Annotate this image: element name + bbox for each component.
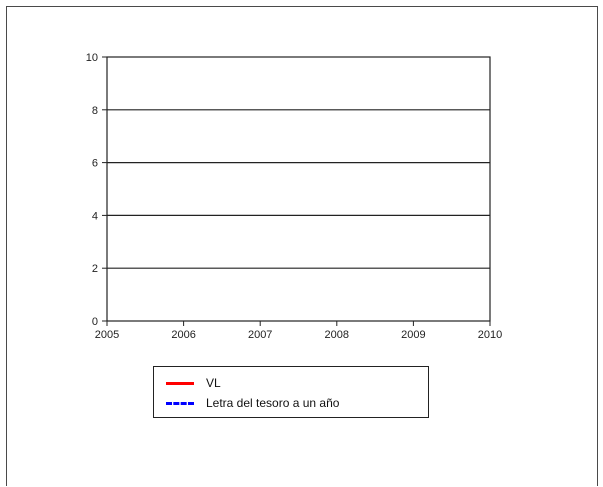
y-tick-label-2: 2 [92,263,98,275]
grid-lines [107,109,490,269]
x-tick-label-2005: 2005 [95,329,119,341]
legend-item-letra: Letra del tesoro a un año [166,394,339,412]
legend-label-letra: Letra del tesoro a un año [206,396,340,410]
x-tick-label-2007: 2007 [248,329,272,341]
y-tick-label-4: 4 [92,210,98,222]
y-tick-label-0: 0 [92,316,98,328]
legend-swatch-vl [166,381,194,385]
legend-swatch-letra [166,401,194,405]
x-tick-label-2010: 2010 [478,329,502,341]
y-tick-label-8: 8 [92,105,98,117]
legend-item-vl: VL [166,374,221,392]
x-tick-label-2009: 2009 [401,329,425,341]
y-tick-label-6: 6 [92,158,98,170]
plot-area [106,56,491,322]
x-tick-label-2006: 2006 [171,329,195,341]
x-axis-ticks: 2005 2006 2007 2008 2009 2010 [95,321,502,341]
legend-label-vl: VL [206,376,221,390]
legend: VL Letra del tesoro a un año [153,366,429,418]
y-tick-label-10: 10 [86,52,98,64]
y-axis-ticks: 0 2 4 6 8 10 [86,52,107,328]
x-tick-label-2008: 2008 [325,329,349,341]
